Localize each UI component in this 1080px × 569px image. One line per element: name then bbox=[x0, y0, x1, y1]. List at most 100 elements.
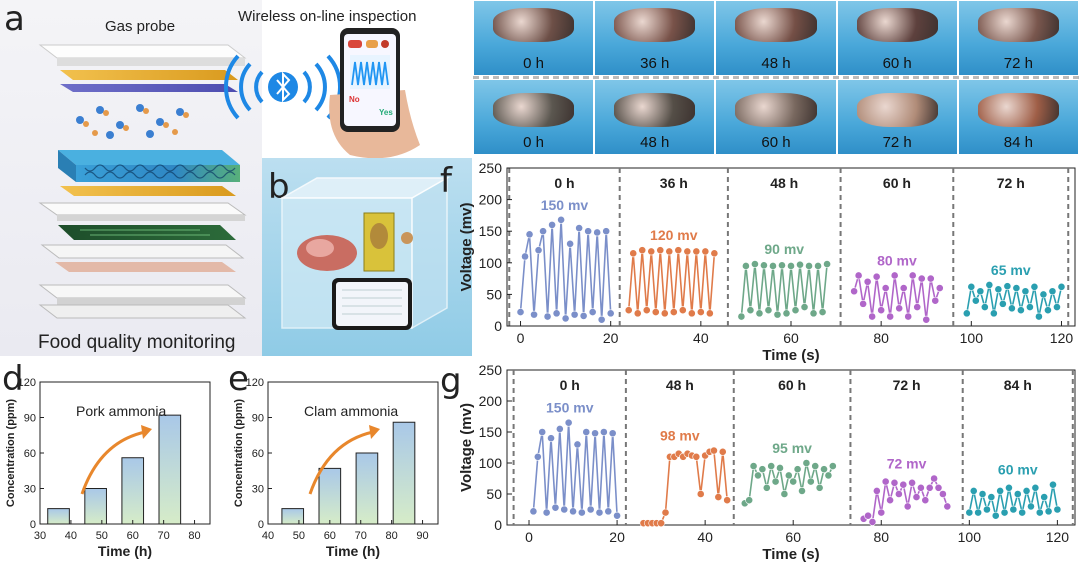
clam-sample bbox=[977, 93, 1059, 127]
data-point bbox=[1012, 284, 1021, 292]
data-point bbox=[930, 474, 939, 483]
data-point bbox=[784, 471, 793, 480]
data-point bbox=[916, 483, 925, 492]
pork-sample bbox=[977, 8, 1059, 42]
data-point bbox=[934, 483, 943, 492]
bar bbox=[318, 467, 342, 525]
data-point bbox=[943, 502, 952, 511]
data-point bbox=[983, 505, 991, 514]
data-point bbox=[820, 465, 828, 474]
data-point bbox=[1031, 483, 1040, 492]
data-point bbox=[696, 308, 705, 316]
bar bbox=[355, 452, 379, 525]
sample-time-label: 72 h bbox=[882, 134, 912, 151]
pork-sample bbox=[493, 8, 575, 42]
data-point bbox=[771, 477, 780, 486]
bar bbox=[281, 508, 305, 525]
data-point bbox=[926, 274, 935, 283]
segment-annotation: 65 mv bbox=[991, 262, 1031, 278]
panel-b-photo bbox=[279, 176, 450, 330]
data-point bbox=[629, 249, 638, 258]
segment-annotation: 120 mv bbox=[650, 227, 698, 243]
x-tick-label: 60 bbox=[785, 529, 801, 545]
data-point bbox=[805, 262, 813, 270]
sample-photo-pork-3: 60 h bbox=[836, 0, 958, 76]
data-point bbox=[696, 490, 705, 498]
x-tick-label: 0 bbox=[525, 529, 533, 545]
clam-sample bbox=[493, 93, 575, 127]
data-point bbox=[802, 459, 811, 467]
y-tick-label: 90 bbox=[24, 413, 36, 425]
bar bbox=[121, 457, 145, 525]
data-point bbox=[814, 262, 822, 270]
data-point bbox=[692, 452, 701, 461]
data-point bbox=[1057, 282, 1066, 291]
panel-label-f: f bbox=[440, 161, 452, 201]
y-tick-label: 30 bbox=[24, 484, 36, 496]
series-line bbox=[744, 462, 834, 504]
data-point bbox=[564, 418, 573, 427]
data-point bbox=[602, 227, 611, 236]
sample-photo-clam-1: 48 h bbox=[594, 79, 716, 155]
data-point bbox=[1017, 306, 1025, 315]
data-point bbox=[776, 464, 784, 472]
data-point bbox=[687, 309, 696, 318]
segment-time-label: 48 h bbox=[770, 175, 798, 191]
data-point bbox=[651, 308, 660, 316]
data-point bbox=[793, 465, 802, 474]
segment-annotation: 150 mv bbox=[541, 197, 589, 213]
copper-layer bbox=[55, 262, 236, 272]
data-point bbox=[987, 493, 996, 501]
data-point bbox=[742, 262, 750, 270]
data-point bbox=[678, 306, 687, 315]
data-point bbox=[661, 508, 670, 517]
data-point bbox=[638, 246, 647, 255]
data-point bbox=[976, 287, 985, 296]
data-point bbox=[552, 309, 561, 318]
x-tick-label: 80 bbox=[873, 330, 889, 346]
x-tick-label: 60 bbox=[783, 330, 799, 346]
data-point bbox=[525, 230, 534, 239]
x-tick-label: 120 bbox=[1046, 529, 1070, 545]
sample-photo-clam-3: 72 h bbox=[836, 79, 958, 155]
x-tick-label: 60 bbox=[324, 530, 336, 542]
y-tick-label: 0 bbox=[494, 517, 502, 533]
blue-film-layer bbox=[60, 84, 238, 92]
data-point bbox=[931, 296, 940, 305]
data-point bbox=[538, 428, 547, 436]
gas-molecules bbox=[76, 104, 189, 139]
data-point bbox=[815, 483, 824, 492]
data-point bbox=[656, 246, 665, 255]
sample-photo-pork-0: 0 h bbox=[473, 0, 595, 76]
panel-label-e: e bbox=[228, 359, 249, 399]
data-point bbox=[710, 249, 719, 258]
y-axis-label: Concentration (ppm) bbox=[5, 399, 17, 507]
data-point bbox=[579, 311, 588, 320]
data-point bbox=[1026, 303, 1034, 311]
data-point bbox=[782, 309, 791, 318]
gold-electrode-layer bbox=[60, 70, 238, 80]
y-tick-label: 100 bbox=[479, 455, 503, 471]
data-point bbox=[989, 309, 998, 318]
trend-arrow bbox=[308, 430, 374, 495]
data-point bbox=[996, 487, 1005, 495]
data-point bbox=[1021, 287, 1030, 296]
data-point bbox=[714, 493, 723, 501]
panel-label-b: b bbox=[268, 167, 290, 207]
data-point bbox=[1049, 480, 1057, 489]
data-point bbox=[1030, 282, 1039, 291]
data-point bbox=[796, 260, 804, 269]
data-point bbox=[868, 312, 877, 321]
data-point bbox=[872, 272, 881, 281]
segment-annotation: 60 mv bbox=[998, 462, 1038, 478]
gas-probe-label: Gas probe bbox=[105, 18, 176, 35]
panel-label-d: d bbox=[2, 359, 24, 399]
data-point bbox=[877, 508, 886, 517]
data-point bbox=[710, 446, 718, 455]
y-tick-label: 250 bbox=[479, 364, 503, 378]
sample-photo-pork-4: 72 h bbox=[957, 0, 1079, 76]
data-point bbox=[586, 505, 595, 514]
x-axis-label: Time (s) bbox=[762, 347, 819, 364]
bar bbox=[158, 414, 182, 525]
